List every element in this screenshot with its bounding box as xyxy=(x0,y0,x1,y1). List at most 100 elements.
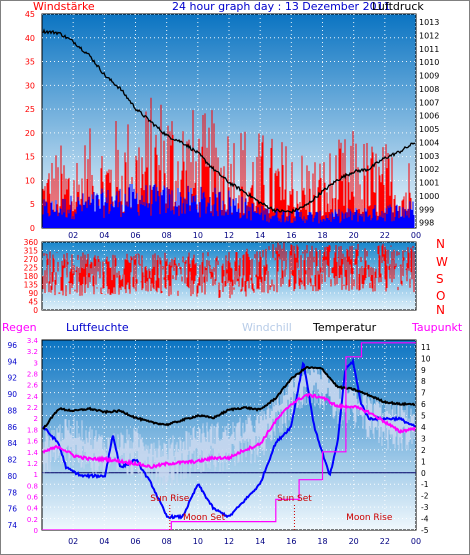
wind-tick-label: 25 xyxy=(25,105,35,114)
header-title: 24 hour graph day : 13 Dezember 2011 xyxy=(172,0,391,13)
direction-tick-label: 270 xyxy=(24,255,39,264)
climate-x-tick-label: 18 xyxy=(317,537,327,546)
pressure-tick-label: 1003 xyxy=(419,152,439,161)
humidity-tick-label: 96 xyxy=(7,341,17,350)
climate-x-tick-label: 02 xyxy=(68,537,78,546)
wind-x-tick-label: 10 xyxy=(193,231,203,240)
rain-tick-label: 0.6 xyxy=(27,493,39,501)
pressure-tick-label: 1010 xyxy=(419,58,439,67)
wind-tick-label: 10 xyxy=(25,176,35,185)
rain-tick-label: 0.2 xyxy=(27,516,38,524)
direction-bars xyxy=(42,242,415,299)
temperature-y-axis-ticks: -5 -4 -3 -2 -1 0 1 2 3 4 5 6 7 8 9 10 11 xyxy=(421,343,431,535)
rain-tick-label: 1.6 xyxy=(27,438,39,446)
temperature-tick-label: 4 xyxy=(421,423,426,432)
humidity-tick-label: 92 xyxy=(7,374,17,383)
pressure-tick-label: 1013 xyxy=(419,18,439,27)
pressure-line xyxy=(42,28,416,215)
wind-x-tick-label: 08 xyxy=(162,231,172,240)
climate-x-tick-label: 22 xyxy=(380,537,390,546)
legend-regen: Regen xyxy=(2,321,37,334)
compass-label: N xyxy=(436,237,445,251)
temperature-tick-label: 11 xyxy=(421,343,431,352)
direction-tick-label: 0 xyxy=(33,306,38,315)
wind-x-tick-label: 02 xyxy=(68,231,78,240)
wind-x-tick-label: 04 xyxy=(99,231,109,240)
climate-x-tick-label: 16 xyxy=(286,537,296,546)
direction-tick-label: 315 xyxy=(24,247,39,256)
pressure-tick-label: 1000 xyxy=(419,192,439,201)
sun-rise-label: Sun Rise xyxy=(150,494,189,504)
temperature-tick-label: 1 xyxy=(421,457,426,466)
climate-x-tick-label: 06 xyxy=(130,537,140,546)
legend-luftfeuchte: Luftfeuchte xyxy=(66,321,129,334)
pressure-tick-label: 1012 xyxy=(419,31,439,40)
compass-label: W xyxy=(436,255,448,269)
temperature-tick-label: 5 xyxy=(421,412,426,421)
legend-temperatur: Temperatur xyxy=(312,321,377,334)
rain-tick-label: 1.4 xyxy=(27,449,39,457)
climate-x-tick-label: 00 xyxy=(411,537,421,546)
climate-x-axis-ticks: 02 04 06 08 10 12 14 16 18 20 22 00 xyxy=(68,537,421,546)
rain-tick-label: 2.2 xyxy=(27,404,38,412)
climate-x-tick-label: 04 xyxy=(99,537,109,546)
pressure-tick-label: 1006 xyxy=(419,112,439,121)
direction-grid xyxy=(42,242,416,310)
humidity-tick-label: 94 xyxy=(7,357,17,366)
moon-set-label: Moon Set xyxy=(183,513,226,523)
humidity-tick-label: 74 xyxy=(7,521,17,530)
wind-x-tick-label: 18 xyxy=(317,231,327,240)
moon-rise-label: Moon Rise xyxy=(346,513,393,523)
rain-tick-label: 2.6 xyxy=(27,382,39,390)
pressure-y-axis-ticks: 998 999 1000 1001 1002 1003 1004 1005 1006 1007 10… xyxy=(419,18,439,228)
pressure-tick-label: 1008 xyxy=(419,85,439,94)
wind-tick-label: 15 xyxy=(25,153,35,162)
pressure-tick-label: 999 xyxy=(419,205,434,214)
temperature-tick-label: -5 xyxy=(421,526,429,535)
direction-tick-label: 225 xyxy=(24,264,39,273)
pressure-tick-label: 1001 xyxy=(419,179,439,188)
wind-bars xyxy=(42,97,415,228)
wind-tick-label: 45 xyxy=(25,10,35,19)
wind-tick-label: 30 xyxy=(25,81,35,90)
wind-x-tick-label: 20 xyxy=(349,231,359,240)
temperature-tick-label: -3 xyxy=(421,503,429,512)
rain-tick-label: 1.8 xyxy=(27,426,38,434)
temperature-tick-label: -1 xyxy=(421,480,429,489)
dewpoint-line xyxy=(42,392,416,469)
pressure-tick-label: 1007 xyxy=(419,98,439,107)
humidity-tick-label: 88 xyxy=(7,406,17,415)
pressure-tick-label: 998 xyxy=(419,219,434,228)
wind-tick-label: 0 xyxy=(30,224,35,233)
rain-tick-label: 1 xyxy=(34,471,38,479)
climate-lines xyxy=(42,342,416,530)
climate-x-tick-label: 10 xyxy=(193,537,203,546)
wind-x-tick-label: 22 xyxy=(380,231,390,240)
direction-tick-label: 360 xyxy=(24,238,39,247)
wind-x-tick-label: 12 xyxy=(224,231,234,240)
compass-label: O xyxy=(436,289,445,303)
rain-tick-label: 0.8 xyxy=(27,482,38,490)
humidity-tick-label: 90 xyxy=(7,390,17,399)
direction-tick-label: 45 xyxy=(28,298,38,307)
rain-tick-label: 3 xyxy=(34,359,38,367)
humidity-tick-label: 76 xyxy=(7,505,17,514)
sun-set-label: Sun Set xyxy=(277,494,312,504)
temperature-tick-label: -4 xyxy=(421,515,429,524)
astro-annotations: Sun Rise Moon Set Sun Set Moon Rise xyxy=(150,494,393,530)
pressure-tick-label: 1005 xyxy=(419,125,439,134)
humidity-tick-label: 78 xyxy=(7,488,17,497)
direction-tick-label: 90 xyxy=(28,289,38,298)
humidity-tick-label: 86 xyxy=(7,423,17,432)
climate-x-tick-label: 20 xyxy=(349,537,359,546)
rain-tick-label: 0 xyxy=(34,527,38,535)
wind-tick-label: 5 xyxy=(30,200,35,209)
climate-x-tick-label: 12 xyxy=(224,537,234,546)
humidity-tick-label: 80 xyxy=(7,472,17,481)
wind-y-axis-ticks: 0 5 10 15 20 25 30 35 40 45 xyxy=(25,10,35,233)
humidity-y-axis-ticks: 74 76 78 80 82 84 86 88 90 92 94 96 xyxy=(7,341,17,530)
